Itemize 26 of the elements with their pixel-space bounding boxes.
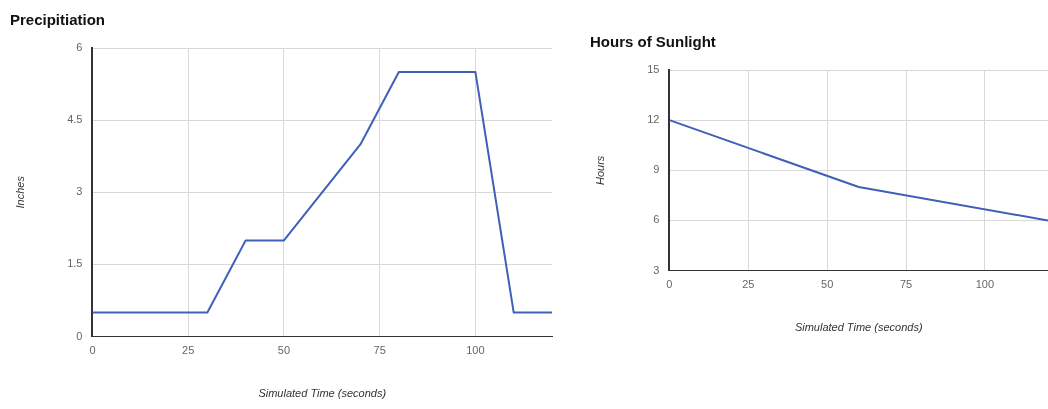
x-tick-label: 75	[899, 278, 913, 291]
x-tick-label: 25	[182, 344, 195, 357]
x-axis-title: Simulated Time (seconds)	[794, 321, 923, 334]
x-axis-title: Simulated Time (seconds)	[258, 387, 387, 400]
x-tick-label: 100	[466, 344, 485, 357]
y-tick-label: 15	[647, 63, 660, 76]
y-tick-label: 6	[653, 213, 660, 226]
y-tick-label: 4.5	[67, 113, 83, 126]
chart-title: Hours of Sunlight	[590, 33, 716, 51]
chart-title: Precipitiation	[10, 11, 106, 29]
x-tick-label: 0	[666, 278, 673, 291]
y-tick-label: 3	[653, 263, 660, 276]
y-tick-label: 6	[76, 41, 83, 54]
x-tick-label: 0	[89, 344, 96, 357]
y-tick-label: 12	[647, 113, 660, 126]
y-axis-title: Hours	[593, 155, 606, 185]
x-tick-label: 50	[821, 278, 834, 291]
x-tick-label: 25	[742, 278, 755, 291]
y-tick-label: 9	[653, 163, 660, 176]
y-tick-label: 1.5	[67, 257, 83, 270]
y-tick-label: 0	[76, 329, 83, 342]
y-axis-title: Inches	[13, 175, 26, 209]
x-tick-label: 50	[277, 344, 291, 357]
y-tick-label: 3	[76, 185, 83, 198]
x-tick-label: 100	[975, 278, 995, 291]
x-tick-label: 75	[373, 344, 386, 357]
